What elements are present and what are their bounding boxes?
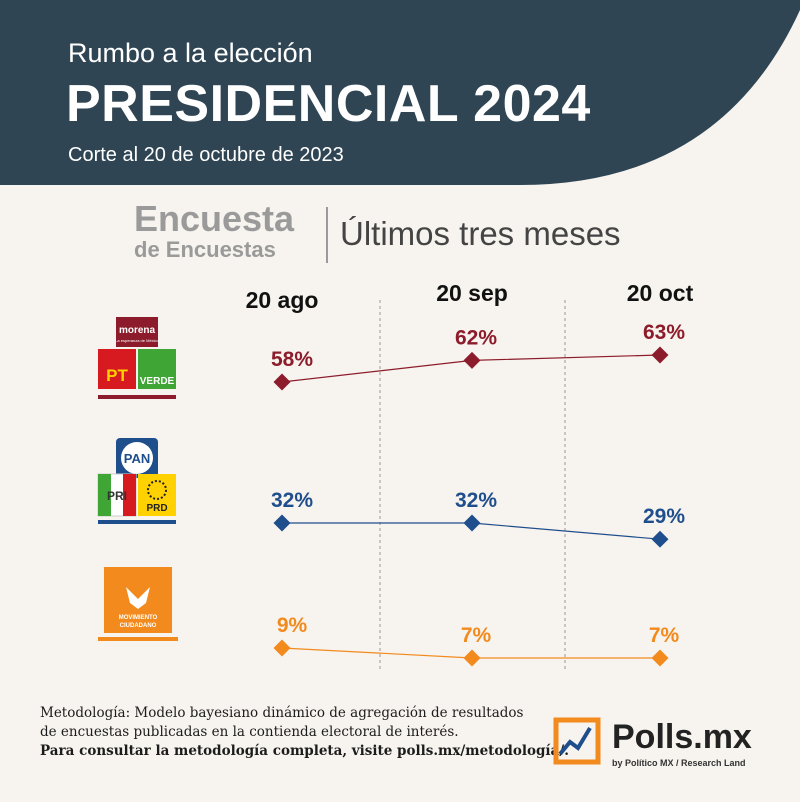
methodology-link-text[interactable]: Para consultar la metodología completa, …	[40, 743, 569, 759]
brand-de-encuestas: de Encuestas	[134, 237, 276, 262]
brand-encuesta: Encuesta	[134, 198, 295, 239]
methodology-line-1: Metodología: Modelo bayesiano dinámico d…	[40, 705, 524, 721]
header-title: PRESIDENCIAL 2024	[66, 75, 591, 133]
category-label: 20 sep	[436, 280, 508, 306]
data-point	[651, 346, 669, 364]
data-label: 29%	[643, 505, 685, 528]
data-point	[273, 639, 291, 657]
polls-mx-logo-icon	[553, 717, 601, 765]
data-label: 7%	[461, 624, 492, 647]
eagle-icon	[126, 587, 150, 609]
header-cutoff-date: Corte al 20 de octubre de 2023	[68, 144, 344, 166]
header-subtitle: Rumbo a la elección	[68, 38, 313, 68]
morena-text: morena	[119, 325, 156, 336]
data-point	[273, 373, 291, 391]
data-label: 32%	[455, 489, 497, 512]
polls-mx-name: Polls.mx	[612, 718, 752, 756]
data-label: 32%	[271, 489, 313, 512]
data-label: 63%	[643, 321, 685, 344]
prd-text: PRD	[146, 503, 167, 514]
brand-period: Últimos tres meses	[340, 215, 621, 252]
pri-text: PRI	[107, 489, 127, 503]
movimiento-ciudadano-logo: MOVIMIENTO CIUDADANO	[98, 567, 178, 641]
mc-text-1: MOVIMIENTO	[119, 615, 158, 621]
morena-pt-verde-logo: morena La esperanza de México PT VERDE	[98, 317, 176, 399]
pt-text: PT	[106, 366, 128, 385]
brand-separator	[326, 207, 328, 263]
data-point	[463, 351, 481, 369]
data-point	[463, 514, 481, 532]
pan-text: PAN	[124, 451, 150, 466]
mc-text-2: CIUDADANO	[120, 623, 157, 629]
polls-mx-byline: by Político MX / Research Land	[612, 758, 746, 768]
data-point	[273, 514, 291, 532]
verde-text: VERDE	[140, 376, 175, 387]
data-point	[651, 530, 669, 548]
methodology-line-2: de encuestas publicadas en la contienda …	[40, 724, 459, 740]
data-point	[463, 649, 481, 667]
header-background	[0, 0, 800, 185]
category-label: 20 oct	[627, 280, 694, 306]
morena-tagline: La esperanza de México	[115, 338, 159, 343]
data-label: 62%	[455, 326, 497, 349]
data-label: 9%	[277, 614, 308, 637]
methodology-note: Metodología: Modelo bayesiano dinámico d…	[40, 704, 569, 761]
data-label: 7%	[649, 624, 680, 647]
category-label: 20 ago	[246, 287, 319, 313]
data-point	[651, 649, 669, 667]
poll-line-chart: 20 ago 20 sep 20 oct 58% 62% 63% 32% 32% 29% 9% 7…	[246, 280, 694, 672]
pan-pri-prd-logo: PAN PRI PRD	[97, 438, 176, 524]
data-label: 58%	[271, 348, 313, 371]
